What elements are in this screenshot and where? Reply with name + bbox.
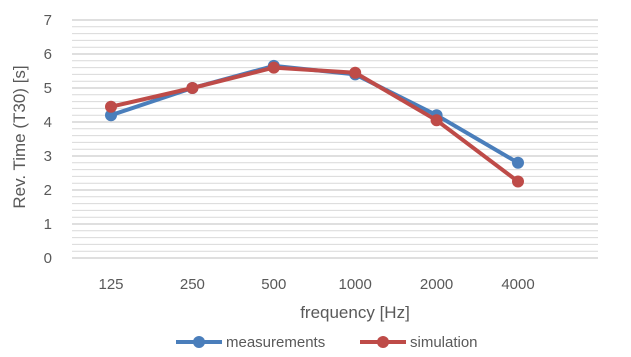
x-tick-label: 250 [180,276,205,293]
y-tick-label: 1 [44,216,52,233]
series-line [109,65,520,184]
y-tick-label: 2 [44,182,52,199]
data-point [512,175,524,188]
x-axis-title: frequency [Hz] [300,303,410,322]
legend-swatch-marker [377,336,389,348]
data-point [105,109,117,122]
data-point [430,114,443,127]
series-line [109,63,520,165]
data-point [349,66,362,79]
y-tick-label: 6 [44,46,52,63]
legend: measurements simulation [176,334,478,351]
grid-lines [72,19,598,259]
y-axis-title: Rev. Time (T30) [s] [10,65,29,208]
x-tick-label: 125 [98,276,123,293]
y-tick-label: 3 [44,148,52,165]
data-point [267,61,280,74]
series-group [105,59,524,188]
x-tick-labels: 125 250 500 1000 2000 4000 [98,276,534,293]
x-tick-label: 500 [261,276,286,293]
y-tick-label: 4 [44,114,52,131]
series-simulation [105,61,524,188]
legend-label: measurements [226,334,325,351]
legend-item-measurements: measurements [176,334,325,351]
y-tick-labels: 0 1 2 3 4 5 6 7 [44,12,52,267]
x-tick-label: 2000 [420,276,453,293]
legend-label: simulation [410,334,478,351]
y-tick-label: 0 [44,250,52,267]
x-tick-label: 1000 [339,276,372,293]
legend-swatch-marker [193,336,205,348]
x-tick-label: 4000 [501,276,534,293]
y-tick-label: 7 [44,12,52,29]
data-point [512,156,524,169]
data-point [105,100,117,113]
legend-item-simulation: simulation [360,334,478,351]
y-tick-label: 5 [44,80,52,97]
series-measurements [105,59,524,169]
data-point [186,82,199,94]
